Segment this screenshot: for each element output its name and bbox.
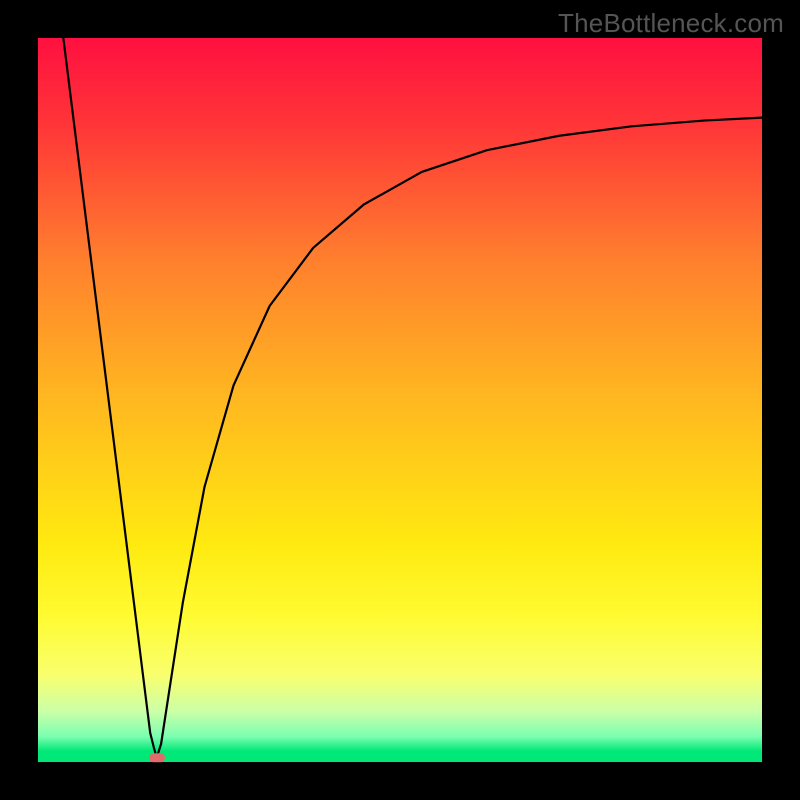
plot-area: [38, 38, 762, 762]
minimum-marker: [149, 753, 165, 762]
watermark-text: TheBottleneck.com: [558, 8, 784, 39]
chart-frame: TheBottleneck.com: [0, 0, 800, 800]
bottleneck-curve: [38, 38, 762, 762]
